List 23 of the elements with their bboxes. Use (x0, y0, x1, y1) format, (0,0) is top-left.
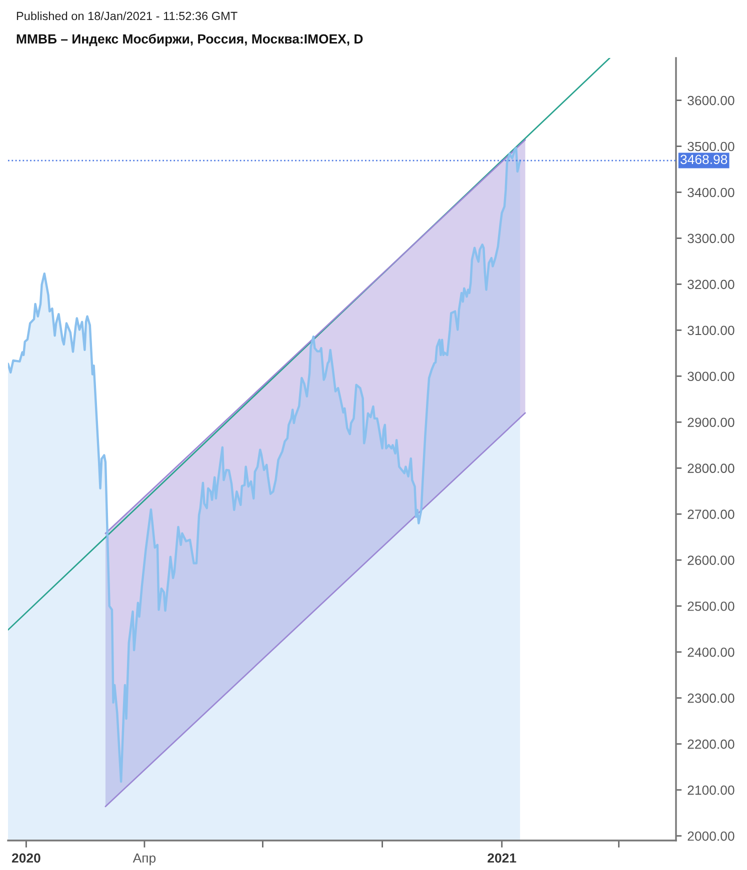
y-tick-label: 3100.00 (688, 326, 734, 336)
y-tick-label: 2800.00 (688, 464, 734, 474)
y-tick-label: 2300.00 (688, 694, 734, 703)
ref-line-label: 3468.98 (680, 154, 728, 164)
y-tick-label: 3300.00 (688, 234, 734, 244)
y-tick-label: 2000.00 (688, 831, 734, 841)
y-tick-label: 2700.00 (688, 510, 734, 519)
y-tick-label: 2400.00 (688, 648, 734, 657)
y-tick-label: 2100.00 (688, 785, 734, 795)
y-tick-label: 2200.00 (688, 740, 734, 749)
chart-title: ММВБ – Индекс Мосбиржи, Россия, Москва:IMOEX, D (16, 34, 363, 46)
x-tick-label: 2020 (12, 853, 40, 863)
y-tick-label: 3200.00 (688, 280, 734, 290)
y-tick-label: 3600.00 (688, 96, 734, 106)
x-tick-label: Апр (132, 853, 156, 866)
y-tick-label: 3400.00 (688, 188, 734, 198)
y-tick-label: 2500.00 (688, 602, 734, 611)
y-tick-label: 2600.00 (688, 556, 734, 565)
y-tick-label: 3000.00 (688, 372, 734, 382)
x-tick-label: 2021 (488, 853, 516, 863)
y-tick-label: 2900.00 (688, 418, 734, 428)
text: Published on 18/Jan/2021 - 11:52:36 GMT (16, 12, 238, 20)
y-tick-label: 3500.00 (688, 142, 734, 152)
